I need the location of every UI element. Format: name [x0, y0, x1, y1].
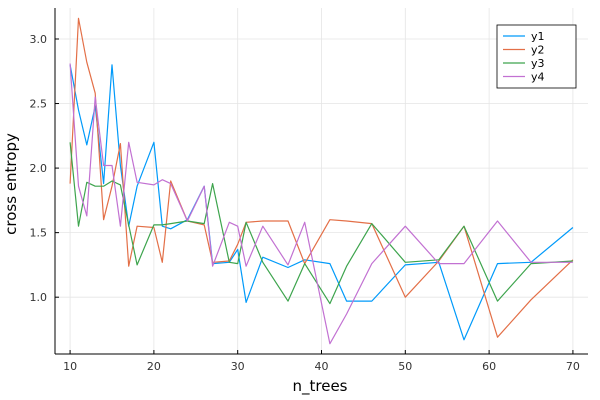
series-line-y4	[69, 63, 573, 345]
legend-label-y3: y3	[531, 57, 545, 70]
y-tick-label: 2.5	[30, 98, 48, 111]
y-axis-label: cross entropy	[2, 133, 20, 235]
legend-label-y2: y2	[531, 44, 545, 57]
x-tick-label: 40	[315, 360, 329, 373]
series-group	[69, 17, 574, 345]
x-tick-label: 60	[482, 360, 496, 373]
series-line-y1	[69, 64, 574, 341]
tick-labels: 10 20 30 40 50 60 70 1.0 1.5 2.0 2.5 3.0	[30, 33, 580, 373]
x-tick-label: 70	[566, 360, 580, 373]
x-axis-label: n_trees	[293, 377, 348, 396]
series-line-y3	[69, 142, 573, 305]
axes	[54, 8, 588, 355]
grid	[55, 8, 588, 354]
series-line-y2	[69, 17, 574, 338]
x-tick-label: 50	[398, 360, 412, 373]
x-tick-label: 30	[231, 360, 245, 373]
y-tick-label: 1.0	[30, 291, 48, 304]
x-tick-label: 10	[63, 360, 77, 373]
y-tick-label: 1.5	[30, 227, 48, 240]
x-tick-label: 20	[147, 360, 161, 373]
legend-label-y4: y4	[531, 71, 545, 84]
legend-label-y1: y1	[531, 30, 545, 43]
y-tick-label: 3.0	[30, 33, 48, 46]
y-tick-label: 2.0	[30, 162, 48, 175]
